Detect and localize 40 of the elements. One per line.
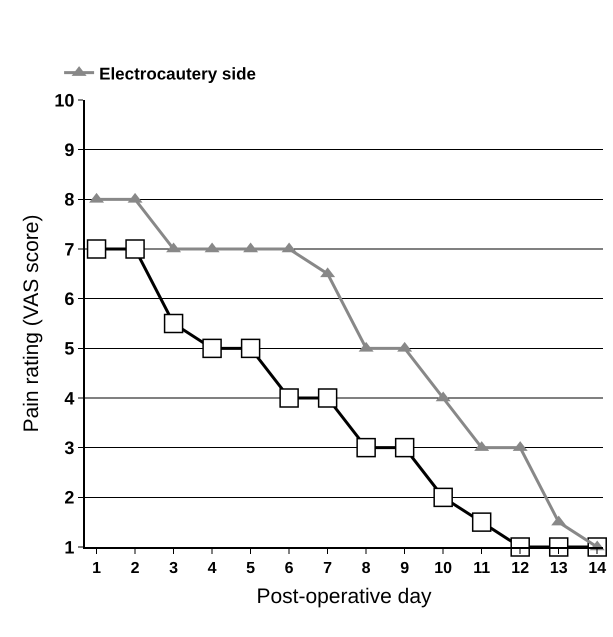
point bbox=[164, 314, 184, 334]
point bbox=[318, 388, 338, 408]
x-axis-title: Post-operative day bbox=[256, 584, 432, 608]
point bbox=[86, 239, 106, 259]
y-axis-title: Pain rating (VAS score) bbox=[20, 214, 44, 432]
x-tick-label: 14 bbox=[588, 560, 606, 578]
x-tick-label: 1 bbox=[92, 560, 102, 578]
x-tick-label: 11 bbox=[473, 560, 490, 578]
x-tick-label: 6 bbox=[284, 560, 294, 578]
point bbox=[433, 488, 453, 508]
y-tick-label: 4 bbox=[64, 388, 74, 408]
y-tick-label: 8 bbox=[64, 190, 74, 210]
y-tick-label: 3 bbox=[64, 438, 74, 458]
x-tick-label: 8 bbox=[362, 560, 371, 578]
point bbox=[240, 338, 260, 358]
x-tick-label: 7 bbox=[323, 560, 332, 578]
y-tick-label: 10 bbox=[54, 90, 74, 110]
point bbox=[202, 338, 222, 358]
x-tick-label: 10 bbox=[434, 560, 452, 578]
point bbox=[394, 438, 414, 458]
y-tick-label: 1 bbox=[64, 537, 74, 558]
y-tick-label: 9 bbox=[64, 140, 74, 160]
y-tick-label: 2 bbox=[64, 488, 74, 508]
y-tick-label: 7 bbox=[64, 239, 74, 260]
x-tick-label: 4 bbox=[208, 560, 217, 578]
x-tick-label: 2 bbox=[130, 560, 140, 578]
x-tick-label: 9 bbox=[400, 560, 410, 578]
point bbox=[548, 537, 568, 557]
y-tick-label: 5 bbox=[64, 338, 74, 359]
x-tick-label: 12 bbox=[511, 560, 530, 578]
point bbox=[279, 388, 299, 408]
point bbox=[356, 438, 376, 458]
point bbox=[510, 537, 530, 557]
point bbox=[472, 512, 492, 532]
x-tick-label: 5 bbox=[246, 560, 256, 578]
x-tick-label: 3 bbox=[169, 560, 178, 578]
point bbox=[125, 239, 145, 259]
legend-label: Electrocautery side bbox=[99, 64, 256, 84]
x-tick-label: 13 bbox=[550, 560, 568, 578]
y-tick-label: 6 bbox=[64, 288, 74, 309]
